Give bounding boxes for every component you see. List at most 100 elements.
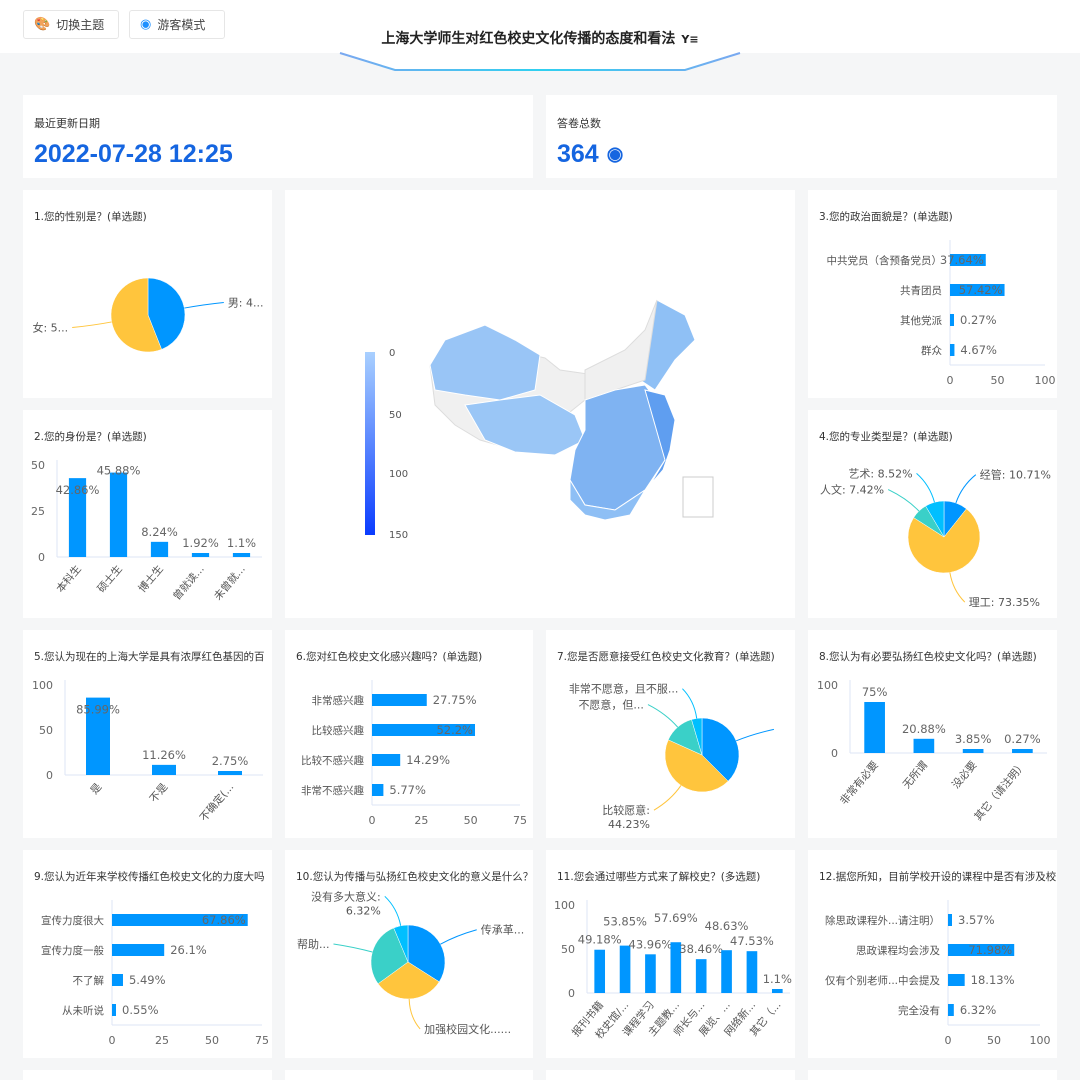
- bar[interactable]: [746, 951, 758, 993]
- category-label: 思政课程均会涉及: [856, 944, 940, 957]
- data-label: 37.64%: [940, 253, 984, 267]
- x-tick-label: 50: [987, 1034, 1001, 1047]
- chart-svg: 0 100 75% 非常有必要 20.88% 无所谓 3.85% 没必要 0.27% 其它（请注明…: [817, 679, 1047, 824]
- pie-slice[interactable]: [393, 924, 409, 963]
- pie-label-line[interactable]: [333, 943, 373, 953]
- bar[interactable]: [864, 702, 885, 753]
- pie-label-line[interactable]: [440, 929, 477, 945]
- pie-slice[interactable]: [110, 277, 162, 353]
- data-label: 1.1%: [227, 536, 256, 550]
- bar[interactable]: [950, 254, 986, 266]
- bar[interactable]: [771, 989, 783, 993]
- bar[interactable]: [372, 754, 401, 766]
- bar[interactable]: [619, 945, 631, 993]
- pie-label-line[interactable]: [653, 785, 682, 811]
- bar[interactable]: [950, 344, 955, 356]
- pie-label: 传承革...: [481, 923, 524, 937]
- bar[interactable]: [594, 949, 606, 993]
- pie-label-line[interactable]: [184, 301, 224, 309]
- china-map[interactable]: 0 50 100 150: [285, 190, 795, 618]
- category-label: 其它（请注明）: [971, 759, 1028, 824]
- guest-mode-button[interactable]: ◉ 游客模式: [129, 10, 225, 39]
- filter-icon[interactable]: Y≡: [681, 33, 699, 46]
- category-label: 不了解: [73, 974, 105, 987]
- bar[interactable]: [948, 1004, 954, 1016]
- bar[interactable]: [950, 284, 1005, 296]
- bar[interactable]: [218, 771, 242, 775]
- bar[interactable]: [1012, 749, 1033, 753]
- map-region-east[interactable]: [644, 389, 676, 486]
- pie-label-line[interactable]: [408, 998, 421, 1030]
- pie-label: 加强校园文化......: [424, 1022, 511, 1036]
- pie-slice[interactable]: [664, 739, 729, 793]
- top-bar: 🎨 切换主题 ◉ 游客模式 上海大学师生对红色校史文化传播的态度和看法 Y≡: [0, 0, 1080, 53]
- pie-slice[interactable]: [377, 961, 440, 1000]
- bar[interactable]: [950, 314, 954, 326]
- bar[interactable]: [152, 764, 176, 775]
- x-tick-label: 100: [1030, 1034, 1051, 1047]
- category-label: 非常感兴趣: [312, 694, 365, 707]
- category-label: 群众: [921, 344, 942, 357]
- data-label: 75%: [862, 685, 888, 699]
- bar[interactable]: [913, 738, 935, 753]
- bar[interactable]: [112, 1004, 116, 1016]
- bar[interactable]: [112, 944, 165, 956]
- bar[interactable]: [112, 974, 123, 986]
- pie-label-line[interactable]: [949, 572, 966, 603]
- pie-label-line[interactable]: [955, 474, 977, 504]
- data-label: 38.46%: [679, 942, 723, 956]
- bar[interactable]: [645, 954, 656, 993]
- pie-slice[interactable]: [907, 508, 981, 574]
- chart-svg: 男: 4... 女: 5...: [32, 277, 264, 353]
- bar[interactable]: [112, 914, 248, 926]
- data-label: 1.1%: [763, 972, 792, 986]
- map-region-north[interactable]: [584, 299, 658, 401]
- eye-icon[interactable]: ◉: [606, 144, 624, 165]
- visual-map-bar[interactable]: [365, 352, 375, 535]
- bar[interactable]: [68, 478, 87, 557]
- bar[interactable]: [109, 472, 128, 557]
- map-region-south[interactable]: [569, 478, 646, 521]
- data-label: 20.88%: [902, 722, 946, 736]
- chart-title: 9.您认为近年来学校传播红色校史文化的力度大吗: [34, 871, 265, 883]
- category-label: 本科生: [54, 563, 84, 595]
- chart-title: 6.您对红色校史文化感兴趣吗？(单选题): [296, 651, 483, 663]
- pie-slice[interactable]: [147, 277, 186, 350]
- pie-label-line[interactable]: [72, 321, 112, 329]
- x-tick-label: 0: [945, 1034, 952, 1047]
- pie-label-line[interactable]: [735, 728, 775, 742]
- bar[interactable]: [948, 944, 1015, 956]
- pie-label-line[interactable]: [384, 895, 402, 926]
- pie-label-line[interactable]: [887, 489, 920, 512]
- bar[interactable]: [670, 942, 682, 993]
- bar[interactable]: [372, 724, 476, 736]
- bar[interactable]: [948, 914, 952, 926]
- bar[interactable]: [962, 749, 984, 753]
- bar[interactable]: [372, 784, 384, 796]
- x-tick-label: 25: [155, 1034, 169, 1047]
- data-label: 0.55%: [122, 1003, 159, 1017]
- bar[interactable]: [695, 959, 707, 993]
- bar[interactable]: [86, 697, 110, 775]
- map-region-xinjiang[interactable]: [429, 324, 541, 401]
- pie-label-line[interactable]: [647, 704, 679, 728]
- x-tick-label: 50: [991, 374, 1005, 387]
- bar[interactable]: [948, 974, 965, 986]
- switch-theme-button[interactable]: 🎨 切换主题: [23, 10, 119, 39]
- chart-svg: 0 25 50 42.86% 本科生 45.88% 硕士生 8.24% 博士生 1.92% 曾就读.…: [31, 459, 262, 603]
- data-label: 71.98%: [968, 943, 1012, 957]
- pie-slice[interactable]: [370, 927, 409, 985]
- bar[interactable]: [372, 694, 427, 706]
- bar[interactable]: [721, 950, 732, 993]
- pie-label: 帮助...: [297, 937, 330, 951]
- x-tick-label: 75: [255, 1034, 269, 1047]
- bar[interactable]: [232, 553, 251, 557]
- pie-label-line[interactable]: [916, 472, 935, 503]
- category-label: 中共党员（含预备党员）: [827, 254, 943, 267]
- bar[interactable]: [191, 553, 210, 557]
- data-label: 57.69%: [654, 911, 698, 925]
- chart-card-6: 6.您对红色校史文化感兴趣吗？(单选题) 0 25 50 75 非常感兴趣 27.75% 比较…: [285, 630, 533, 838]
- pie-slice[interactable]: [925, 500, 945, 538]
- pie-label-line[interactable]: [682, 688, 698, 719]
- bar[interactable]: [150, 541, 169, 557]
